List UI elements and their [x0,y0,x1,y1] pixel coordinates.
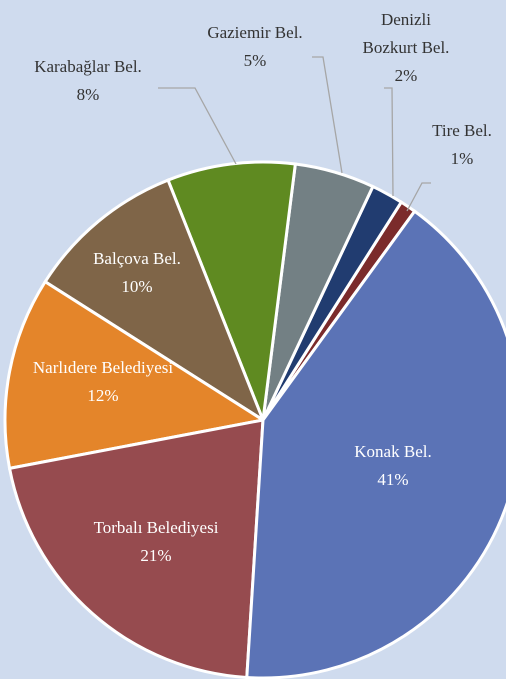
category-label: Karabağlar Bel. [34,57,142,76]
category-label: Torbalı Belediyesi [93,518,219,537]
leader-line [158,87,237,165]
leader-line [384,87,394,197]
value-label: 12% [87,386,119,405]
pie-slice [43,178,267,424]
slice-label: Narlıdere Belediyesi 12% [0,354,213,410]
pie-slice [7,418,265,679]
value-label: 8% [76,85,100,104]
value-label: 5% [243,51,267,70]
value-label: 10% [121,277,153,296]
leader-line [312,56,343,174]
category-label: Konak Bel. [354,442,432,461]
slice-label: Konak Bel. 41% [293,438,493,494]
category-label: Balçova Bel. [93,249,181,268]
slice-label: Karabağlar Bel. 8% [0,53,188,109]
slice-label: Gaziemir Bel. 5% [155,19,355,75]
category-label: Tire Bel. [432,121,492,140]
category-label: Narlıdere Belediyesi [32,358,174,377]
slice-label: Balçova Bel. 10% [37,245,237,301]
value-label: 1% [450,149,474,168]
value-label: 21% [140,546,172,565]
value-label: 41% [377,470,409,489]
pie-slice [166,160,298,421]
value-label: 2% [394,66,418,85]
leader-line [406,182,431,212]
category-label: Gaziemir Bel. [207,23,303,42]
category-label: Denizli Bozkurt Bel. [362,10,450,57]
slice-label: Tire Bel. 1% [412,117,506,173]
pie-slice [3,279,268,471]
slice-label: Denizli Bozkurt Bel. 2% [356,6,456,90]
slice-label: Torbalı Belediyesi 21% [36,514,276,570]
